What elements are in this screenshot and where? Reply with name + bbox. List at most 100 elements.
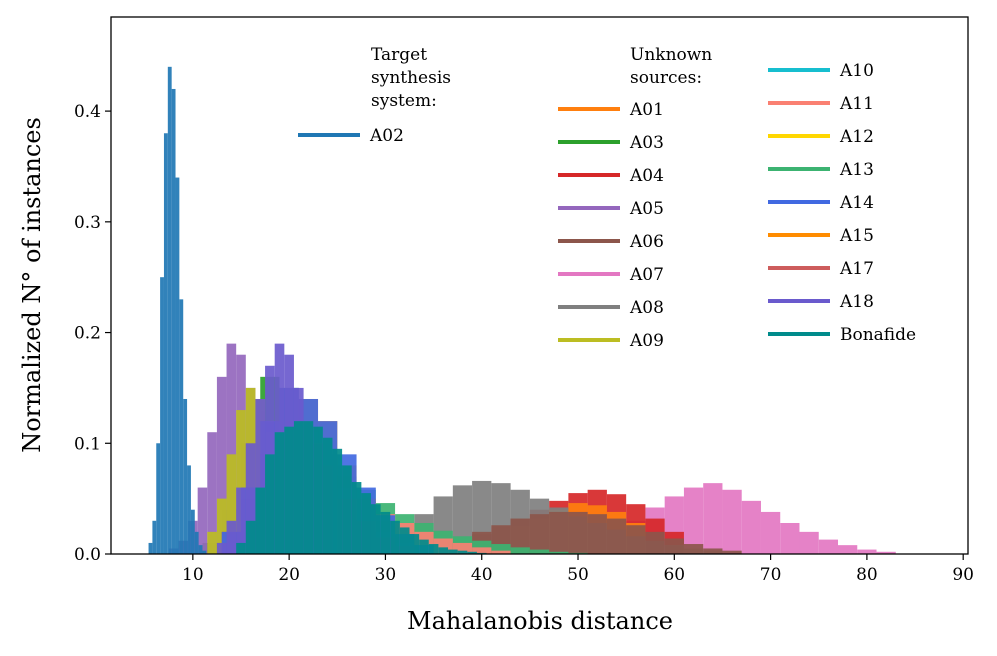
bar [626,525,646,554]
bar [226,520,237,554]
y-axis-ticks: 0.0 0.1 0.2 0.3 0.4 [74,102,111,565]
x-axis-ticks: 10 20 30 40 50 60 70 80 90 [182,554,974,585]
bar [606,518,627,554]
bar [152,520,157,554]
bar [226,343,237,554]
bar [160,277,164,554]
legend-label: A07 [629,265,664,285]
series-Bonafide [236,421,487,554]
bar [452,542,473,554]
bar [510,518,530,554]
bar [216,542,227,554]
bar [255,487,266,554]
bar [284,426,294,554]
x-tick-label: 50 [567,565,589,585]
bar [780,522,800,554]
legend-label: A11 [839,94,874,114]
legend-label: A17 [839,259,874,279]
bar [183,398,188,554]
y-tick-label: 0.3 [74,213,101,233]
bar [351,482,362,554]
bar [438,547,449,554]
series-A07 [606,483,896,554]
bar [428,544,439,554]
bar [265,454,275,554]
x-tick-label: 60 [663,565,685,585]
x-tick-label: 90 [952,565,974,585]
bar [741,500,761,554]
bar [293,421,304,554]
legend-label: Bonafide [840,325,916,345]
bar [876,551,896,554]
bar [838,545,858,554]
legend-label: A18 [839,292,874,312]
bar [549,551,569,554]
bar [448,549,458,554]
y-tick-label: 0.2 [74,324,101,344]
legend-label: A09 [629,331,664,351]
bar [510,547,530,554]
bar [274,432,285,554]
bar [799,531,819,554]
bar [491,550,511,554]
bar [313,426,323,554]
bar [722,550,742,554]
plot-frame [110,16,969,555]
legend: Target synthesis system: A02 Unknown sources:… [298,45,916,351]
bar [322,437,333,554]
bar [683,487,704,554]
bar [202,550,207,554]
bar [216,376,227,554]
x-tick-label: 30 [375,565,397,585]
y-tick-label: 0.4 [74,102,101,122]
bar [664,538,684,554]
bar [587,514,607,554]
legend-title-unknown: Unknown [630,45,712,65]
bar [399,527,410,554]
x-axis-label: Mahalanobis distance [407,607,673,635]
bar [529,549,550,554]
bar [303,421,314,554]
legend-label: A13 [839,160,874,180]
legend-label: A02 [369,126,404,146]
bar [457,550,468,554]
bar [645,531,665,554]
bar [255,398,266,554]
legend-label: A12 [839,127,874,147]
x-tick-label: 20 [278,565,300,585]
bar [171,88,176,555]
x-tick-label: 40 [471,565,493,585]
bar [167,66,172,555]
bar [198,545,203,554]
bar [236,487,246,554]
legend-label: A04 [629,166,664,186]
bar [568,511,588,554]
bar [175,177,180,554]
bar [549,511,569,554]
bar [409,534,420,554]
bar [163,133,168,554]
legend-label: A15 [839,226,874,246]
bar [245,443,256,554]
bar [236,542,246,554]
x-tick-label: 80 [856,565,878,585]
bar [467,551,477,554]
histogram-bars [148,66,896,555]
bar [190,509,195,554]
bar [179,299,184,554]
legend-label: A08 [629,298,664,318]
bar [187,465,191,554]
bar [207,432,217,554]
legend-label: A05 [629,199,664,219]
y-tick-label: 0.0 [74,545,101,565]
bar [342,465,352,554]
legend-title-target: synthesis [371,68,451,88]
series-A02 [148,66,207,555]
legend-label: A06 [629,232,664,252]
legend-label: A14 [839,193,874,213]
bar [419,539,429,554]
series-A06 [472,511,742,554]
y-tick-label: 0.1 [74,434,101,454]
legend-title-target: system: [371,91,437,111]
bar [148,542,153,554]
